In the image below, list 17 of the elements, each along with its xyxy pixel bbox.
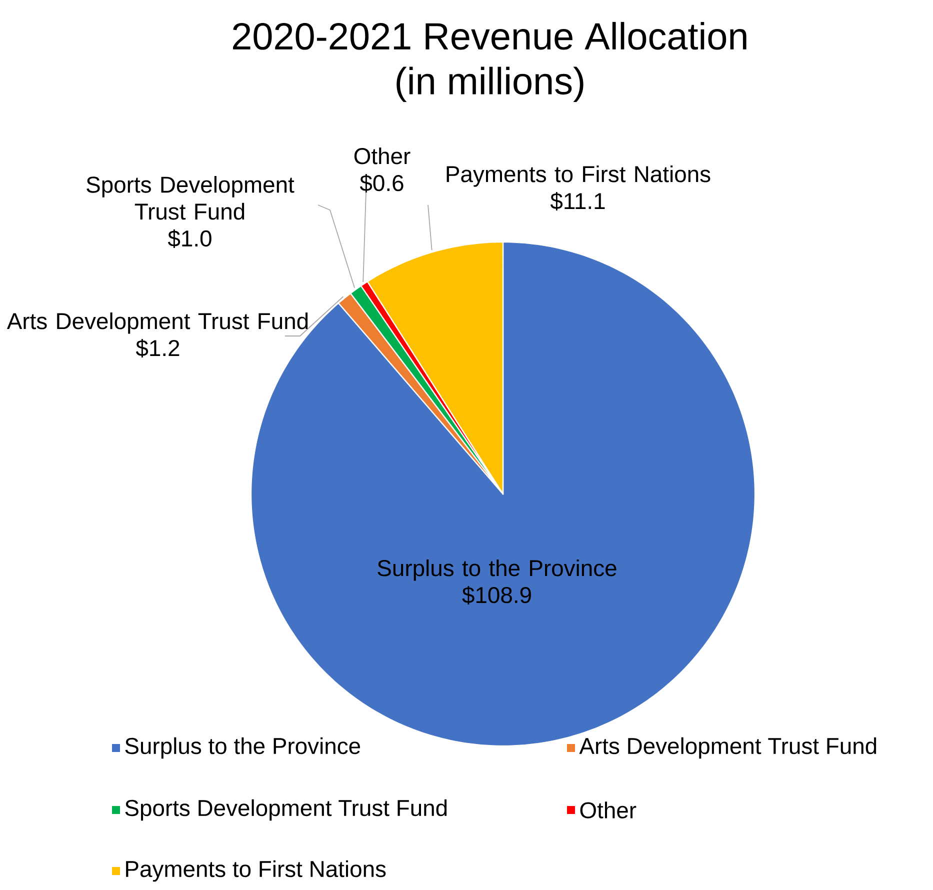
legend-label: Arts Development Trust Fund [579,737,876,759]
legend-label: Sports Development Trust Fund [125,799,447,821]
data-label: $1.2 [136,338,180,358]
chart-title: 2020-2021 Revenue Allocation [233,22,746,50]
data-label: $0.6 [360,174,404,193]
slice-label: Sports Development Trust Fund [86,176,294,220]
legend-label: Payments to First Nations [126,860,386,882]
chart-subtitle: (in millions) [396,66,584,102]
slice-label: Arts Development Trust Fund [6,312,308,334]
data-label: $11.1 [550,192,605,211]
slice-label: Other [354,147,410,164]
slice-label: Payments to First Nations [446,165,710,187]
legend-label: Other [580,802,636,818]
data-label: $108.9 [462,586,531,605]
slice-label: Surplus to the Province [378,559,616,581]
data-label: $1.0 [168,229,212,248]
legend-label: Surplus to the Province [125,737,360,759]
